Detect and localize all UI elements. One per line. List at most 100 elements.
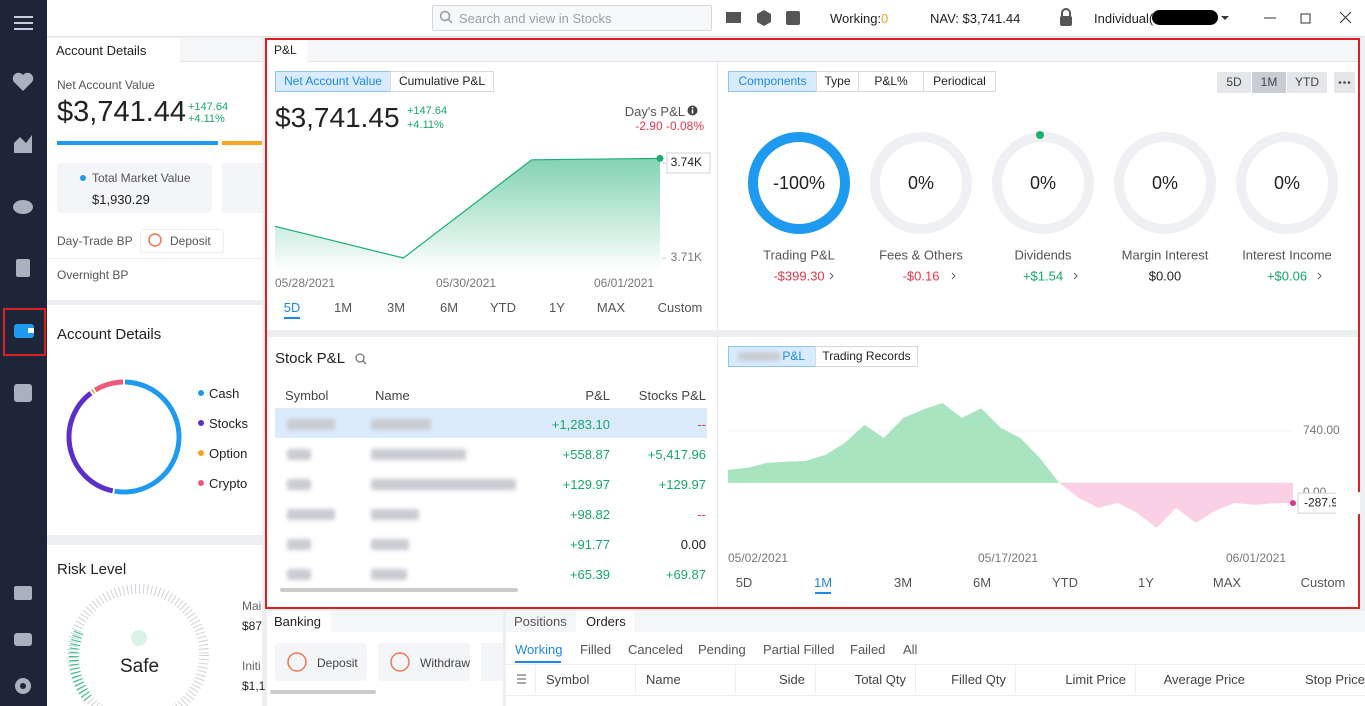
period-button[interactable]: 1Y bbox=[1138, 575, 1154, 590]
sidebar-icons bbox=[3, 16, 46, 694]
panel-title: Stock P&L bbox=[275, 350, 346, 367]
period-button[interactable]: Custom bbox=[1300, 575, 1346, 590]
period-button[interactable]: MAX bbox=[1212, 575, 1242, 590]
market-value-card bbox=[57, 163, 212, 213]
tab[interactable] bbox=[47, 38, 180, 62]
column-header: P&L bbox=[585, 388, 610, 403]
column-separator bbox=[735, 665, 736, 693]
tab-button[interactable]: Trading Records bbox=[815, 346, 918, 367]
redacted-symbol bbox=[287, 509, 335, 520]
period-underline bbox=[284, 317, 300, 319]
status-underline bbox=[515, 661, 561, 663]
status-tab[interactable]: Pending bbox=[698, 642, 746, 657]
redacted-name bbox=[371, 449, 466, 460]
column-header: Symbol bbox=[546, 672, 590, 687]
period-button[interactable]: Custom bbox=[657, 300, 703, 315]
period-button[interactable]: 5D bbox=[735, 575, 753, 590]
row-highlight bbox=[275, 409, 707, 438]
divider bbox=[717, 337, 718, 607]
clipped-label: $1,1 bbox=[242, 679, 266, 693]
legend-label: Crypto bbox=[209, 476, 248, 491]
column-separator bbox=[635, 665, 636, 693]
tab-button[interactable]: Periodical bbox=[923, 71, 996, 92]
tab-button[interactable]: Type bbox=[816, 71, 859, 92]
status-tab[interactable]: All bbox=[903, 642, 918, 657]
period-button[interactable]: 3M bbox=[893, 575, 913, 590]
pnl-cell: +129.97 bbox=[562, 477, 610, 492]
pnl-change-percent: +4.11% bbox=[407, 119, 444, 131]
divider bbox=[717, 62, 718, 330]
stocks-pnl-cell: +69.87 bbox=[665, 567, 706, 582]
status-tab[interactable]: Failed bbox=[850, 642, 886, 657]
top-icons[interactable] bbox=[722, 8, 812, 28]
period-underline bbox=[815, 592, 831, 594]
pnl-cell: +65.39 bbox=[569, 567, 610, 582]
legend-dot bbox=[198, 420, 204, 426]
table-rule bbox=[275, 408, 707, 409]
column-separator bbox=[535, 665, 536, 693]
lock-icon[interactable] bbox=[1056, 8, 1076, 28]
legend-dot bbox=[198, 450, 204, 456]
tab[interactable] bbox=[267, 611, 331, 633]
divider bbox=[267, 330, 1358, 337]
net-change: +147.64 bbox=[188, 101, 229, 113]
pnl-value: $3,741.45 bbox=[275, 102, 400, 133]
search-box[interactable] bbox=[432, 5, 712, 31]
period-button[interactable]: 6M bbox=[439, 300, 459, 315]
pnl-cell: +1,283.10 bbox=[551, 417, 610, 432]
net-change-percent: +4.11% bbox=[188, 113, 225, 125]
range-button[interactable]: 5D bbox=[1217, 72, 1251, 93]
period-button[interactable]: 5D bbox=[283, 300, 301, 315]
tab-label[interactable]: Orders bbox=[586, 614, 626, 629]
toggle-button[interactable]: Cumulative P&L bbox=[390, 71, 494, 92]
period-button[interactable]: 6M bbox=[972, 575, 992, 590]
working-label: Working: bbox=[830, 11, 882, 26]
status-tab[interactable]: Partial Filled bbox=[763, 642, 835, 657]
day-pnl: -2.90 -0.08% bbox=[635, 119, 704, 133]
column-header: Limit Price bbox=[1065, 672, 1126, 687]
period-button[interactable]: 1M bbox=[333, 300, 353, 315]
tab-button[interactable]: P&L% bbox=[858, 71, 924, 92]
period-button[interactable]: 1Y bbox=[549, 300, 565, 315]
period-button[interactable]: MAX bbox=[596, 300, 626, 315]
bank-label: Deposit bbox=[317, 656, 358, 670]
range-button[interactable]: 1M bbox=[1252, 72, 1286, 93]
deposit-button[interactable] bbox=[140, 229, 224, 253]
toggle-button[interactable]: Net Account Value bbox=[275, 71, 391, 92]
period-button[interactable]: YTD bbox=[1052, 575, 1078, 590]
tab-button[interactable]: Components bbox=[728, 71, 817, 92]
search-icon bbox=[439, 10, 453, 24]
tab-label: P&L bbox=[274, 43, 297, 57]
search-icon[interactable] bbox=[352, 350, 370, 368]
bank-button bbox=[481, 643, 503, 681]
window-controls[interactable] bbox=[1220, 10, 1365, 26]
risk-status: Safe bbox=[120, 656, 160, 677]
tab[interactable] bbox=[267, 40, 307, 62]
stocks-pnl-cell: -- bbox=[697, 417, 706, 432]
market-value: $1,930.29 bbox=[92, 192, 150, 207]
tab-label[interactable]: Positions bbox=[514, 614, 567, 629]
market-value-label: Total Market Value bbox=[92, 171, 191, 185]
redacted-symbol bbox=[287, 479, 311, 490]
status-tab[interactable]: Canceled bbox=[628, 642, 683, 657]
period-button[interactable]: 1M bbox=[813, 575, 833, 590]
redacted-name bbox=[371, 569, 407, 580]
tab-label: Account Details bbox=[56, 43, 147, 58]
range-button[interactable]: YTD bbox=[1287, 72, 1327, 93]
account-name[interactable]: Individual(5 bbox=[1094, 11, 1161, 26]
redacted-symbol bbox=[287, 539, 311, 550]
status-tab[interactable]: Working bbox=[515, 642, 563, 657]
column-header: Stop Price bbox=[1305, 672, 1365, 687]
status-tab[interactable]: Filled bbox=[580, 642, 612, 657]
legend-label: Cash bbox=[209, 386, 240, 401]
period-button[interactable]: YTD bbox=[490, 300, 516, 315]
overnight-bp-label: Overnight BP bbox=[57, 268, 129, 282]
column-separator bbox=[915, 665, 916, 693]
period-button[interactable]: 3M bbox=[386, 300, 406, 315]
net-value-label: Net Account Value bbox=[57, 78, 155, 92]
info-icon[interactable] bbox=[687, 105, 698, 116]
clipped-label: Initi bbox=[242, 659, 261, 673]
stocks-pnl-cell: 0.00 bbox=[680, 537, 706, 552]
redacted-symbol bbox=[287, 419, 335, 430]
clipped-label: $87 bbox=[242, 619, 263, 633]
